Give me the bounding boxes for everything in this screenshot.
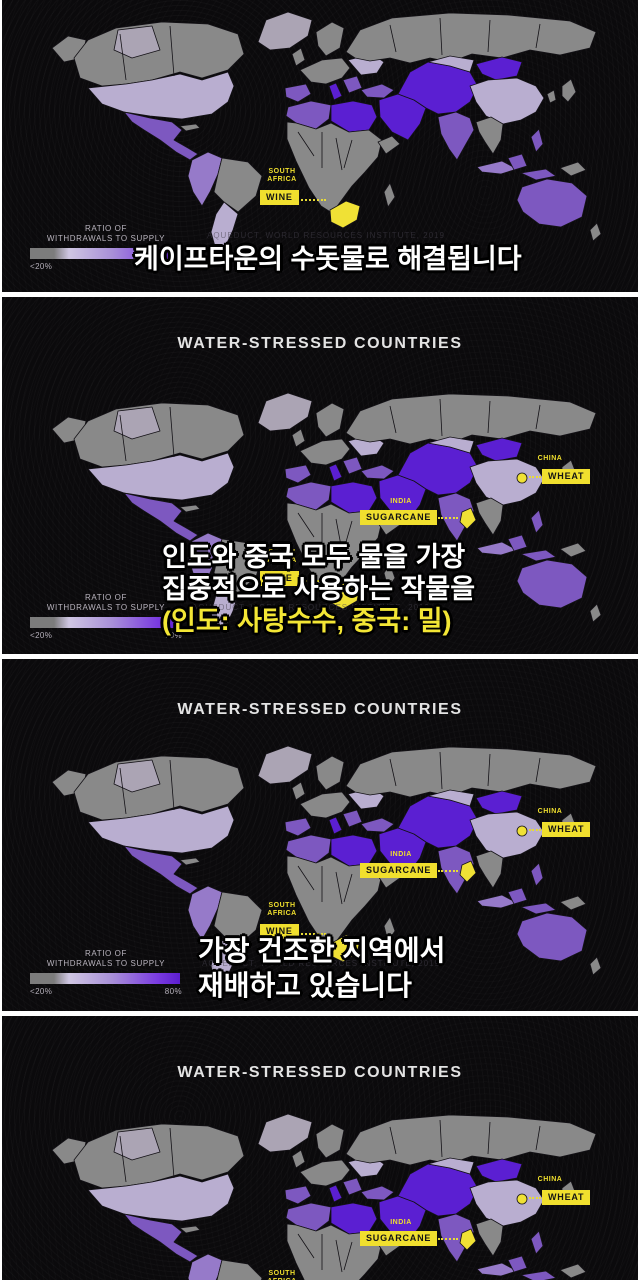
leader-line <box>438 1238 458 1240</box>
leader-line <box>294 580 326 582</box>
data-source-attribution: AQUEDUCT, WORLD RESOURCES INSTITUTE, 201… <box>202 959 440 968</box>
legend-title-line2: WITHDRAWALS TO SUPPLY <box>46 603 166 612</box>
legend-title-line1: RATIO OF <box>85 949 127 958</box>
country-label-south-africa: SOUTH AFRICA <box>267 902 297 917</box>
crop-badge-wheat: WHEAT <box>542 822 591 837</box>
subtitle-line: 가장 건조한 지역에서 <box>198 935 446 966</box>
subtitle-line: 인도와 중국 모두 물을 가장 <box>162 542 466 572</box>
subtitle-line: 집중적으로 사용하는 작물을 <box>162 574 476 604</box>
country-label-india: INDIA <box>390 851 412 858</box>
data-source-attribution: AQUEDUCT, WORLD RESOURCES INSTITUTE, 201… <box>192 603 430 612</box>
video-frame-3: WATER-STRESSED COUNTRIES CHINA WHEAT IND… <box>2 659 638 1011</box>
legend-title-line1: RATIO OF <box>85 224 127 233</box>
subtitle-line: 재배하고 있습니다 <box>198 970 412 1001</box>
legend-max-label: 80% <box>164 987 182 996</box>
leader-line <box>294 933 326 935</box>
world-map <box>51 11 602 250</box>
crop-badge-wine: WINE <box>260 190 299 205</box>
korean-subtitle: 인도와 중국 모두 물을 가장 집중적으로 사용하는 작물을 (인도: 사탕수수… <box>162 541 475 637</box>
crop-badge-sugarcane: SUGARCANE <box>360 510 438 525</box>
subtitle-line-yellow: (인도: 사탕수수, 중국: 밀) <box>162 606 452 636</box>
leader-line <box>529 1197 541 1199</box>
korean-subtitle: 가장 건조한 지역에서 재배하고 있습니다 <box>198 933 445 1003</box>
leader-line <box>529 476 541 478</box>
crop-badge-wheat: WHEAT <box>542 1190 591 1205</box>
legend-title-line2: WITHDRAWALS TO SUPPLY <box>46 959 166 968</box>
crop-badge-wine: WINE <box>260 924 299 939</box>
map-area: SOUTH AFRICA WINE <box>30 0 610 250</box>
country-label-south-africa: SOUTH AFRICA <box>267 168 297 183</box>
map-area: CHINA WHEAT INDIA SUGARCANE SOUTH AFRICA… <box>30 734 610 984</box>
map-area: CHINA WHEAT INDIA SUGARCANE SOUTH AFRICA… <box>30 1102 610 1280</box>
map-title: WATER-STRESSED COUNTRIES <box>177 1064 463 1081</box>
legend-min-label: <20% <box>30 631 53 640</box>
country-label-india: INDIA <box>390 498 412 505</box>
leader-line <box>438 517 458 519</box>
subtitle-line: 케이프타운의 수돗물로 해결됩니다 <box>134 244 522 274</box>
video-frame-1: SOUTH AFRICA WINE AQUEDUCT, WORLD RESOUR… <box>2 0 638 292</box>
legend-min-label: <20% <box>30 987 53 996</box>
country-label-india: INDIA <box>390 1219 412 1226</box>
country-label-china: CHINA <box>537 808 563 815</box>
map-title: WATER-STRESSED COUNTRIES <box>177 701 463 718</box>
world-map <box>51 1113 602 1280</box>
legend-min-label: <20% <box>30 262 53 271</box>
map-area: CHINA WHEAT INDIA SUGARCANE SOUTH AFRICA… <box>30 381 610 631</box>
legend-gradient-bar <box>30 973 180 984</box>
legend-title-line2: WITHDRAWALS TO SUPPLY <box>46 234 166 243</box>
crop-badge-wheat: WHEAT <box>542 469 591 484</box>
map-legend: RATIO OF WITHDRAWALS TO SUPPLY <20% 80% <box>30 949 182 996</box>
legend-gradient-bar <box>30 248 180 259</box>
crop-badge-sugarcane: SUGARCANE <box>360 1231 438 1246</box>
legend-max-label: 80% <box>164 631 182 640</box>
legend-gradient-bar <box>30 617 180 628</box>
crop-badge-wine: WINE <box>260 571 299 586</box>
leader-line <box>529 829 541 831</box>
country-label-china: CHINA <box>537 455 563 462</box>
map-legend: RATIO OF WITHDRAWALS TO SUPPLY <20% 80% <box>30 593 182 640</box>
legend-title-line1: RATIO OF <box>85 593 127 602</box>
country-label-south-africa: SOUTH AFRICA <box>267 1270 296 1280</box>
country-label-china: CHINA <box>537 1176 563 1183</box>
korean-subtitle: 케이프타운의 수돗물로 해결됩니다 <box>134 243 522 275</box>
video-frame-4: WATER-STRESSED COUNTRIES CHINA WHEAT IND… <box>2 1016 638 1280</box>
map-legend: RATIO OF WITHDRAWALS TO SUPPLY <20% 80% <box>30 224 182 271</box>
crop-badge-sugarcane: SUGARCANE <box>360 863 438 878</box>
leader-line <box>294 199 326 201</box>
map-title: WATER-STRESSED COUNTRIES <box>177 335 463 352</box>
country-label-south-africa: SOUTH AFRICA <box>267 549 297 564</box>
leader-line <box>438 870 458 872</box>
video-frame-2: WATER-STRESSED COUNTRIES CHINA WHEAT IND… <box>2 297 638 654</box>
data-source-attribution: AQUEDUCT, WORLD RESOURCES INSTITUTE, 201… <box>207 231 445 240</box>
